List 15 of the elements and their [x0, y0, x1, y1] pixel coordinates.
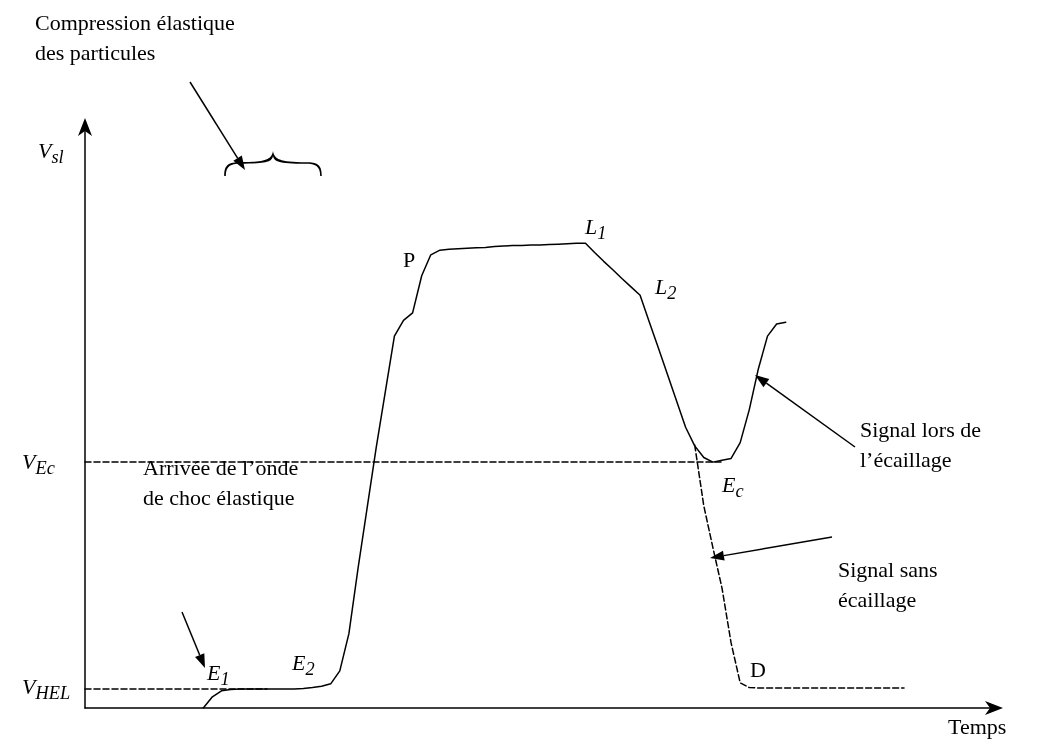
annotation: L$_{1}$ — [585, 213, 607, 246]
text: Compression élastique des particules — [35, 9, 236, 67]
annotation: Arrivée de l’onde de choc élastique — [143, 454, 300, 512]
annotation: E$_{c}$ — [722, 471, 744, 504]
text: V$_{Ec}$ — [22, 448, 55, 481]
annotation: Signal lors de l’écaillage — [860, 416, 982, 474]
annotation: E$_{2}$ — [292, 649, 315, 682]
annotation: D — [750, 656, 766, 684]
annotation: P — [403, 246, 416, 274]
annotation: E$_{1}$ — [207, 659, 230, 692]
annotation: Signal sans écaillage — [838, 556, 939, 614]
text: V$_{HEL}$ — [22, 673, 71, 706]
x-axis-title: Temps — [948, 713, 1007, 741]
annotation: L$_{2}$ — [655, 273, 677, 306]
y-axis-title: V$_{sl}$ — [38, 137, 64, 170]
